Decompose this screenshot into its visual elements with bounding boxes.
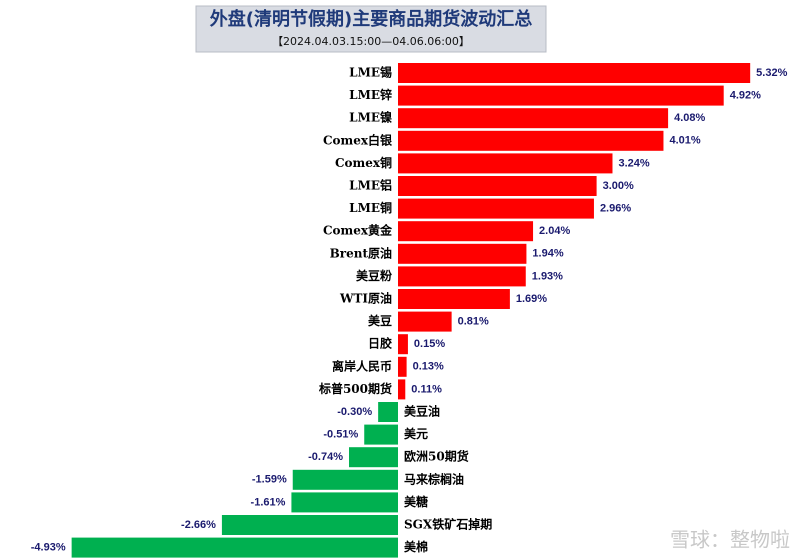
bar — [398, 334, 408, 355]
category-label: 美元 — [404, 426, 428, 441]
bar — [291, 492, 398, 513]
value-label: 4.92% — [730, 90, 761, 102]
category-label: Comex白银 — [323, 132, 393, 147]
bar — [378, 402, 398, 422]
category-label: 美豆油 — [404, 404, 440, 419]
category-label: Brent原油 — [330, 245, 392, 260]
category-label: WTI原油 — [339, 291, 392, 306]
bar — [398, 198, 594, 219]
value-label: -0.30% — [337, 406, 372, 418]
value-label: 3.00% — [603, 180, 634, 192]
value-label: 4.01% — [669, 135, 700, 147]
chart-title: 外盘(清明节假期)主要商品期货波动汇总 — [210, 8, 532, 30]
bar — [398, 243, 527, 264]
value-label: 0.13% — [413, 361, 444, 373]
bar — [398, 379, 406, 400]
bar — [398, 311, 452, 332]
value-label: 0.15% — [414, 338, 445, 350]
bar — [364, 424, 398, 445]
value-label: 1.69% — [516, 293, 547, 305]
value-label: -1.59% — [252, 474, 287, 486]
value-label: 0.81% — [458, 316, 489, 328]
bar — [398, 108, 669, 129]
bar — [398, 266, 526, 287]
category-label: 美棉 — [404, 539, 428, 554]
category-label: LME锡 — [349, 65, 392, 80]
category-label: LME铜 — [349, 200, 392, 215]
value-label: 5.32% — [756, 67, 787, 79]
bar — [398, 130, 664, 151]
bar — [398, 356, 407, 377]
watermark: 雪球：整物啦 — [670, 528, 790, 552]
value-label: -0.74% — [308, 451, 343, 463]
category-label: Comex黄金 — [323, 223, 393, 238]
category-label: 离岸人民币 — [332, 358, 392, 373]
category-label: 美糖 — [404, 494, 428, 509]
value-label: -1.61% — [251, 496, 286, 508]
value-label: 1.93% — [532, 270, 563, 282]
bar — [398, 289, 510, 309]
category-label: 马来棕榈油 — [404, 471, 464, 486]
category-label: 美豆 — [368, 313, 392, 328]
category-label: Comex铜 — [335, 155, 392, 170]
category-label: 美豆粉 — [356, 268, 392, 283]
value-label: 1.94% — [532, 248, 563, 260]
category-label: LME锌 — [349, 87, 392, 102]
category-label: LME铝 — [349, 178, 392, 193]
chart-subtitle: 【2024.04.03.15:00—04.06.06:00】 — [272, 35, 470, 48]
category-label: SGX铁矿石掉期 — [404, 517, 492, 532]
value-label: 4.08% — [674, 112, 705, 124]
bar — [398, 176, 597, 196]
category-label: LME镍 — [349, 110, 392, 125]
category-label: 日胶 — [368, 336, 392, 351]
value-label: -0.51% — [323, 429, 358, 441]
value-label: 0.11% — [411, 383, 442, 395]
value-label: 2.04% — [539, 225, 570, 237]
bar — [349, 447, 398, 468]
bar — [398, 153, 613, 174]
bar — [398, 85, 724, 106]
bar — [292, 469, 398, 490]
value-label: 3.24% — [618, 157, 649, 169]
bar — [221, 515, 398, 535]
title-box — [195, 5, 547, 53]
value-label: -2.66% — [181, 519, 216, 531]
category-label: 欧洲50期货 — [404, 449, 469, 464]
value-label: -4.93% — [31, 542, 66, 554]
bar — [398, 221, 534, 242]
value-label: 2.96% — [600, 203, 631, 215]
bar — [71, 537, 398, 558]
bar — [398, 63, 751, 83]
category-label: 标普500期货 — [318, 381, 392, 396]
